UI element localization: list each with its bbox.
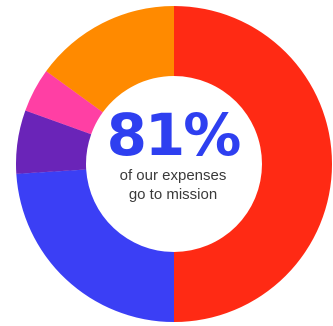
donut-slice-2 [16, 169, 174, 322]
donut-slice-5 [46, 5, 174, 113]
donut-slice-1 [174, 6, 332, 322]
donut-slice-3 [15, 110, 92, 174]
donut-slices [15, 5, 332, 322]
donut-slice-4 [25, 71, 103, 135]
